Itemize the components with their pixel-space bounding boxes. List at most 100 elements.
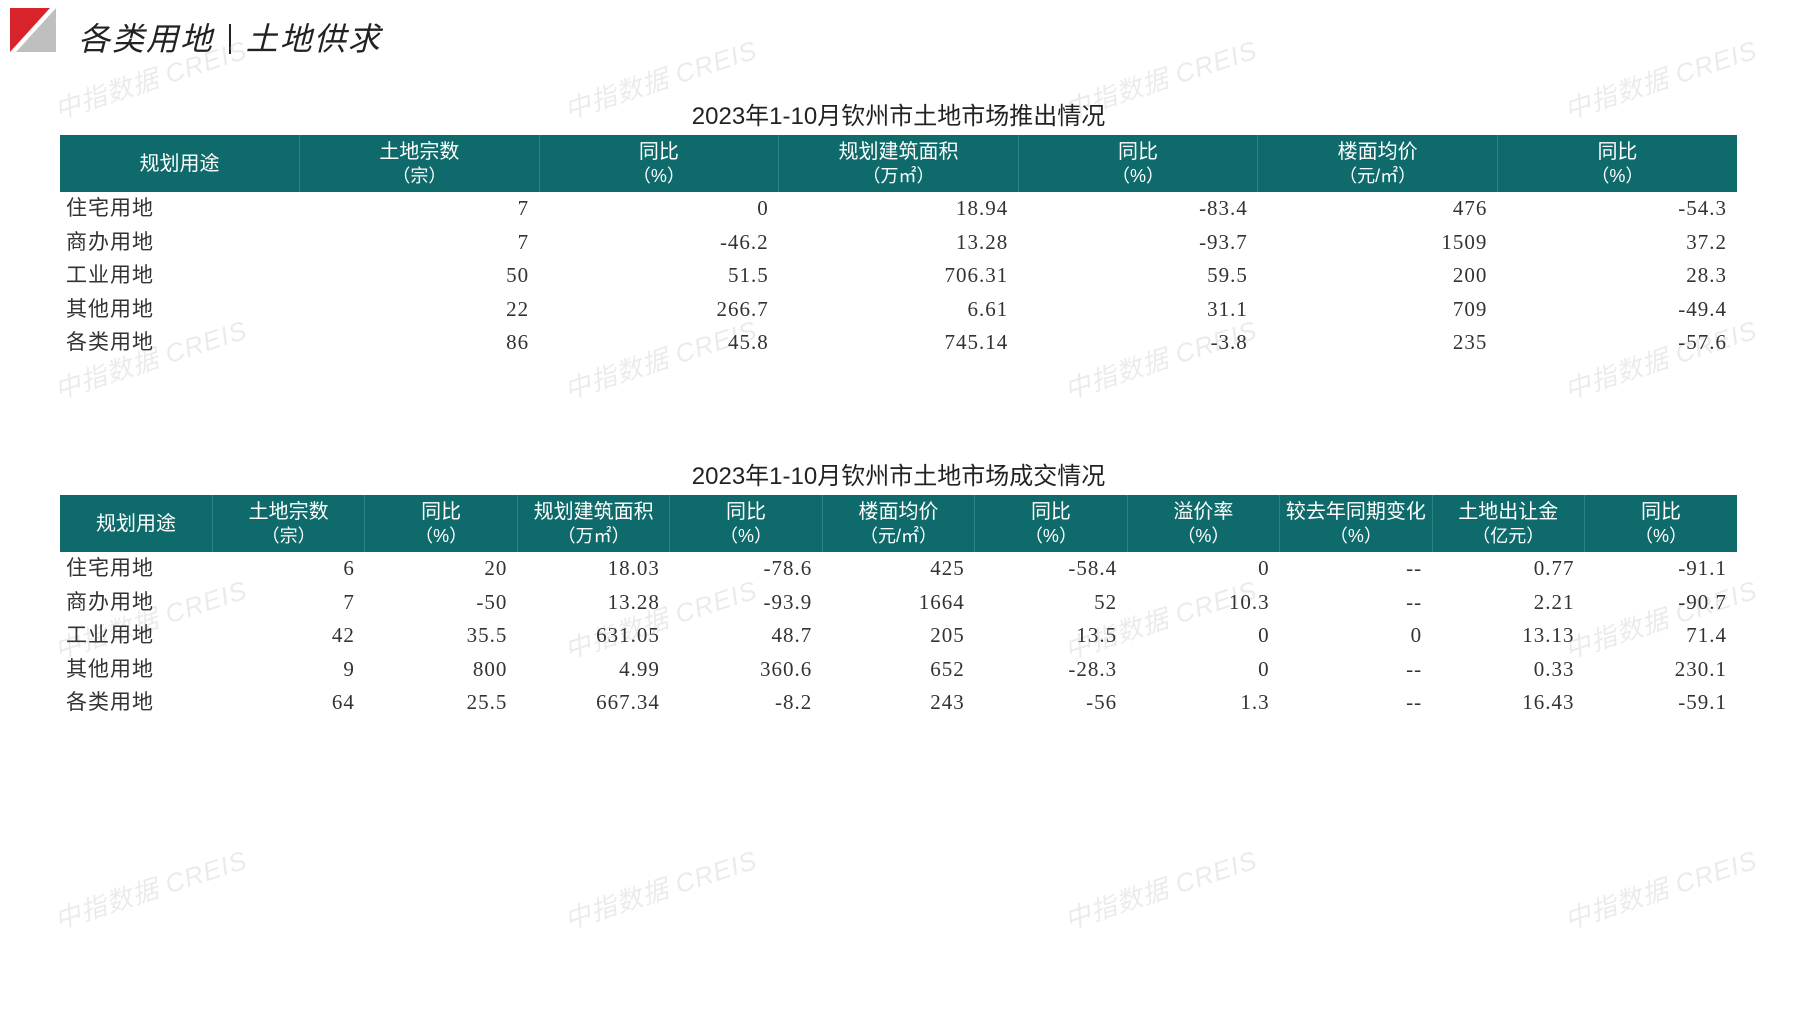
- cell-value: -59.1: [1585, 686, 1737, 719]
- title-right: 土地供求: [246, 21, 382, 57]
- cell-value: 13.28: [517, 586, 669, 619]
- cell-value: 0: [1280, 619, 1432, 652]
- cell-value: 667.34: [517, 686, 669, 719]
- column-header: 土地出让金（亿元）: [1432, 495, 1584, 552]
- watermark-text: 中指数据 CREIS: [559, 840, 761, 937]
- cell-value: -8.2: [670, 686, 822, 719]
- cell-value: 476: [1258, 192, 1498, 225]
- column-header: 同比（%）: [539, 135, 779, 192]
- cell-value: --: [1280, 586, 1432, 619]
- cell-value: 0: [1127, 653, 1279, 686]
- cell-value: 25.5: [365, 686, 517, 719]
- cell-value: 7: [300, 226, 540, 259]
- cell-value: 230.1: [1585, 653, 1737, 686]
- cell-value: -56: [975, 686, 1127, 719]
- cell-value: 0: [1127, 552, 1279, 585]
- cell-value: -91.1: [1585, 552, 1737, 585]
- cell-value: 52: [975, 586, 1127, 619]
- cell-value: 205: [822, 619, 974, 652]
- column-header: 同比（%）: [975, 495, 1127, 552]
- cell-value: 28.3: [1497, 259, 1737, 292]
- column-header: 较去年同期变化（%）: [1280, 495, 1432, 552]
- cell-value: 86: [300, 326, 540, 359]
- column-header: 规划用途: [60, 495, 212, 552]
- cell-value: 0.33: [1432, 653, 1584, 686]
- cell-value: 7: [212, 586, 364, 619]
- cell-value: 9: [212, 653, 364, 686]
- row-label: 住宅用地: [60, 192, 300, 225]
- watermark-text: 中指数据 CREIS: [1059, 840, 1261, 937]
- cell-value: 1509: [1258, 226, 1498, 259]
- column-header: 土地宗数（宗）: [212, 495, 364, 552]
- cell-value: 37.2: [1497, 226, 1737, 259]
- column-header: 同比（%）: [365, 495, 517, 552]
- table-row: 工业用地5051.5706.3159.520028.3: [60, 259, 1737, 292]
- cell-value: 266.7: [539, 293, 779, 326]
- row-label: 各类用地: [60, 686, 212, 719]
- table-row: 商办用地7-46.213.28-93.7150937.2: [60, 226, 1737, 259]
- cell-value: 64: [212, 686, 364, 719]
- cell-value: -46.2: [539, 226, 779, 259]
- column-header: 同比（%）: [1497, 135, 1737, 192]
- cell-value: -58.4: [975, 552, 1127, 585]
- title-left: 各类用地: [78, 21, 214, 57]
- cell-value: 0: [539, 192, 779, 225]
- cell-value: 745.14: [779, 326, 1019, 359]
- cell-value: 13.13: [1432, 619, 1584, 652]
- cell-value: 59.5: [1018, 259, 1258, 292]
- table-row: 各类用地8645.8745.14-3.8235-57.6: [60, 326, 1737, 359]
- section-deal: 2023年1-10月钦州市土地市场成交情况 规划用途土地宗数（宗）同比（%）规划…: [60, 456, 1737, 719]
- row-label: 其他用地: [60, 293, 300, 326]
- cell-value: -93.7: [1018, 226, 1258, 259]
- column-header: 同比（%）: [670, 495, 822, 552]
- column-header: 规划建筑面积（万㎡）: [517, 495, 669, 552]
- watermark-text: 中指数据 CREIS: [49, 840, 251, 937]
- row-label: 工业用地: [60, 259, 300, 292]
- cell-value: 6: [212, 552, 364, 585]
- table-launch: 规划用途土地宗数（宗）同比（%）规划建筑面积（万㎡）同比（%）楼面均价（元/㎡）…: [60, 135, 1737, 359]
- cell-value: -90.7: [1585, 586, 1737, 619]
- table-row: 商办用地7-5013.28-93.916645210.3--2.21-90.7: [60, 586, 1737, 619]
- cell-value: -28.3: [975, 653, 1127, 686]
- cell-value: 35.5: [365, 619, 517, 652]
- brand-logo: [10, 8, 64, 52]
- cell-value: 45.8: [539, 326, 779, 359]
- cell-value: 425: [822, 552, 974, 585]
- cell-value: 22: [300, 293, 540, 326]
- page-title: 各类用地 土地供求: [78, 14, 382, 60]
- table-row: 住宅用地7018.94-83.4476-54.3: [60, 192, 1737, 225]
- cell-value: 20: [365, 552, 517, 585]
- row-label: 商办用地: [60, 586, 212, 619]
- table-row: 工业用地4235.5631.0548.720513.50013.1371.4: [60, 619, 1737, 652]
- cell-value: 200: [1258, 259, 1498, 292]
- cell-value: 360.6: [670, 653, 822, 686]
- column-header: 同比（%）: [1018, 135, 1258, 192]
- row-label: 其他用地: [60, 653, 212, 686]
- table-row: 其他用地22266.76.6131.1709-49.4: [60, 293, 1737, 326]
- cell-value: 16.43: [1432, 686, 1584, 719]
- row-label: 商办用地: [60, 226, 300, 259]
- cell-value: 31.1: [1018, 293, 1258, 326]
- section-launch: 2023年1-10月钦州市土地市场推出情况 规划用途土地宗数（宗）同比（%）规划…: [60, 96, 1737, 359]
- cell-value: -50: [365, 586, 517, 619]
- column-header: 规划建筑面积（万㎡）: [779, 135, 1019, 192]
- column-header: 楼面均价（元/㎡）: [822, 495, 974, 552]
- cell-value: 7: [300, 192, 540, 225]
- cell-value: 0.77: [1432, 552, 1584, 585]
- row-label: 各类用地: [60, 326, 300, 359]
- cell-value: 10.3: [1127, 586, 1279, 619]
- cell-value: -54.3: [1497, 192, 1737, 225]
- cell-value: -49.4: [1497, 293, 1737, 326]
- column-header: 溢价率（%）: [1127, 495, 1279, 552]
- cell-value: -93.9: [670, 586, 822, 619]
- table-row: 其他用地98004.99360.6652-28.30--0.33230.1: [60, 653, 1737, 686]
- cell-value: 243: [822, 686, 974, 719]
- cell-value: 42: [212, 619, 364, 652]
- cell-value: 13.5: [975, 619, 1127, 652]
- cell-value: --: [1280, 653, 1432, 686]
- column-header: 同比（%）: [1585, 495, 1737, 552]
- cell-value: 1.3: [1127, 686, 1279, 719]
- cell-value: --: [1280, 552, 1432, 585]
- cell-value: -78.6: [670, 552, 822, 585]
- cell-value: 0: [1127, 619, 1279, 652]
